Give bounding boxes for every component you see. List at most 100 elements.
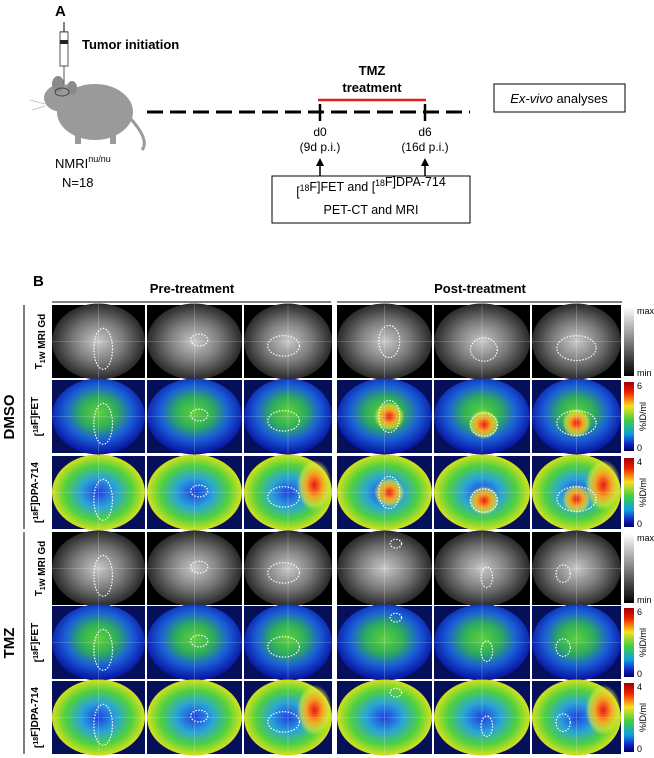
text-run: w MRI Gd	[37, 541, 48, 588]
orientation-label: L	[340, 535, 345, 544]
treatment-label: treatment	[342, 80, 402, 95]
scan-signal	[244, 303, 332, 380]
text-run: w MRI Gd	[37, 314, 48, 361]
uptake-hotspot	[374, 401, 405, 432]
panel-label: A	[55, 3, 66, 20]
phase-label: Post-treatment	[434, 281, 526, 296]
scan-signal	[52, 530, 145, 607]
analyses-label: Ex-vivo analyses	[510, 91, 608, 106]
colorbar-top: 4	[637, 457, 642, 467]
tumor-outline	[93, 554, 114, 597]
arrow	[316, 158, 324, 176]
tumor-outline	[267, 335, 301, 357]
tumor-outline	[190, 333, 209, 347]
tumor-outline	[93, 703, 114, 746]
scan-image	[147, 530, 242, 607]
scan-signal	[337, 679, 432, 756]
scan-signal	[52, 303, 145, 380]
scan-signal	[434, 679, 530, 756]
tumor-outline	[378, 399, 401, 434]
row-label: [18F]DPA-714	[30, 687, 45, 748]
orientation-label: L	[55, 535, 60, 544]
tumor-outline	[556, 410, 597, 437]
uptake-hotspot	[468, 409, 500, 440]
tumor-outline	[556, 486, 597, 513]
colorbar-bottom: 0	[637, 669, 642, 679]
colorbar	[624, 382, 634, 451]
scan-image	[52, 378, 145, 455]
orientation-label: R	[424, 535, 430, 544]
colorbar	[624, 608, 634, 677]
uptake-hotspot	[468, 485, 500, 516]
timepoint-pi: (16d p.i.)	[401, 140, 448, 154]
row-label: [18F]FET	[30, 623, 45, 662]
orientation-label: L	[340, 308, 345, 317]
colorbar-unit: %ID/ml	[638, 703, 648, 732]
orientation-label: R	[137, 308, 143, 317]
text-run: [	[34, 658, 45, 662]
uptake-hotspot	[562, 408, 591, 438]
superscript: 18	[33, 651, 40, 659]
analyses-box	[493, 83, 626, 113]
colorbar-bottom: min	[637, 595, 652, 605]
row-label: [18F]FET	[30, 397, 45, 436]
strain-name: NMRI	[55, 156, 88, 171]
text-run: T	[34, 590, 45, 596]
uptake-hotspot	[296, 459, 332, 511]
tumor-outline	[480, 640, 494, 663]
scan-image	[337, 604, 432, 681]
orientation-label: L	[55, 308, 60, 317]
uptake-hotspot	[585, 684, 621, 736]
analyses-text: analyses	[553, 91, 608, 106]
superscript: 18	[33, 425, 40, 433]
analyses-italic: Ex-vivo	[510, 91, 553, 106]
row-label: [18F]DPA-714	[30, 462, 45, 523]
tumor-outline	[378, 324, 401, 359]
scan-signal	[147, 454, 242, 531]
orientation-label: R	[424, 308, 430, 317]
scan-signal	[337, 604, 432, 681]
scan-image	[434, 604, 530, 681]
tumor-outline	[555, 713, 571, 732]
tumor-outline	[389, 687, 403, 698]
colorbar-unit: %ID/ml	[638, 478, 648, 507]
panel-label: B	[33, 273, 44, 290]
scan-signal	[434, 303, 530, 380]
superscript: 18	[33, 737, 40, 745]
colorbar-bottom: min	[637, 368, 652, 378]
superscript: 18	[33, 512, 40, 520]
tumor-outline	[93, 628, 114, 671]
text-run: F]DPA-714	[30, 462, 41, 512]
scan-image	[532, 454, 621, 531]
scan-image	[434, 530, 530, 607]
tumor-outline	[190, 709, 209, 723]
scan-image	[532, 530, 621, 607]
tumor-outline	[556, 335, 597, 362]
tumor-outline	[93, 327, 114, 370]
colorbar-top: 6	[637, 607, 642, 617]
colorbar-top: 4	[637, 682, 642, 692]
colorbar	[624, 534, 634, 603]
uptake-hotspot	[374, 477, 405, 508]
tumor-outline	[389, 612, 403, 623]
scan-signal	[147, 604, 242, 681]
timepoint-pi: (9d p.i.)	[300, 140, 341, 154]
colorbar	[624, 683, 634, 752]
text-run: T	[34, 363, 45, 369]
tumor-outline	[480, 566, 494, 589]
tumor-outline	[469, 337, 498, 362]
scan-image	[337, 454, 432, 531]
text-run: [	[34, 519, 45, 523]
scan-signal	[52, 454, 145, 531]
scan-signal	[532, 604, 621, 681]
group-label: DMSO	[1, 394, 18, 439]
tumor-outline	[555, 564, 571, 583]
treatment-label: TMZ	[359, 63, 386, 78]
colorbar	[624, 458, 634, 527]
scan-signal	[52, 378, 145, 455]
text-run: [	[34, 432, 45, 436]
tumor-outline	[267, 486, 301, 508]
